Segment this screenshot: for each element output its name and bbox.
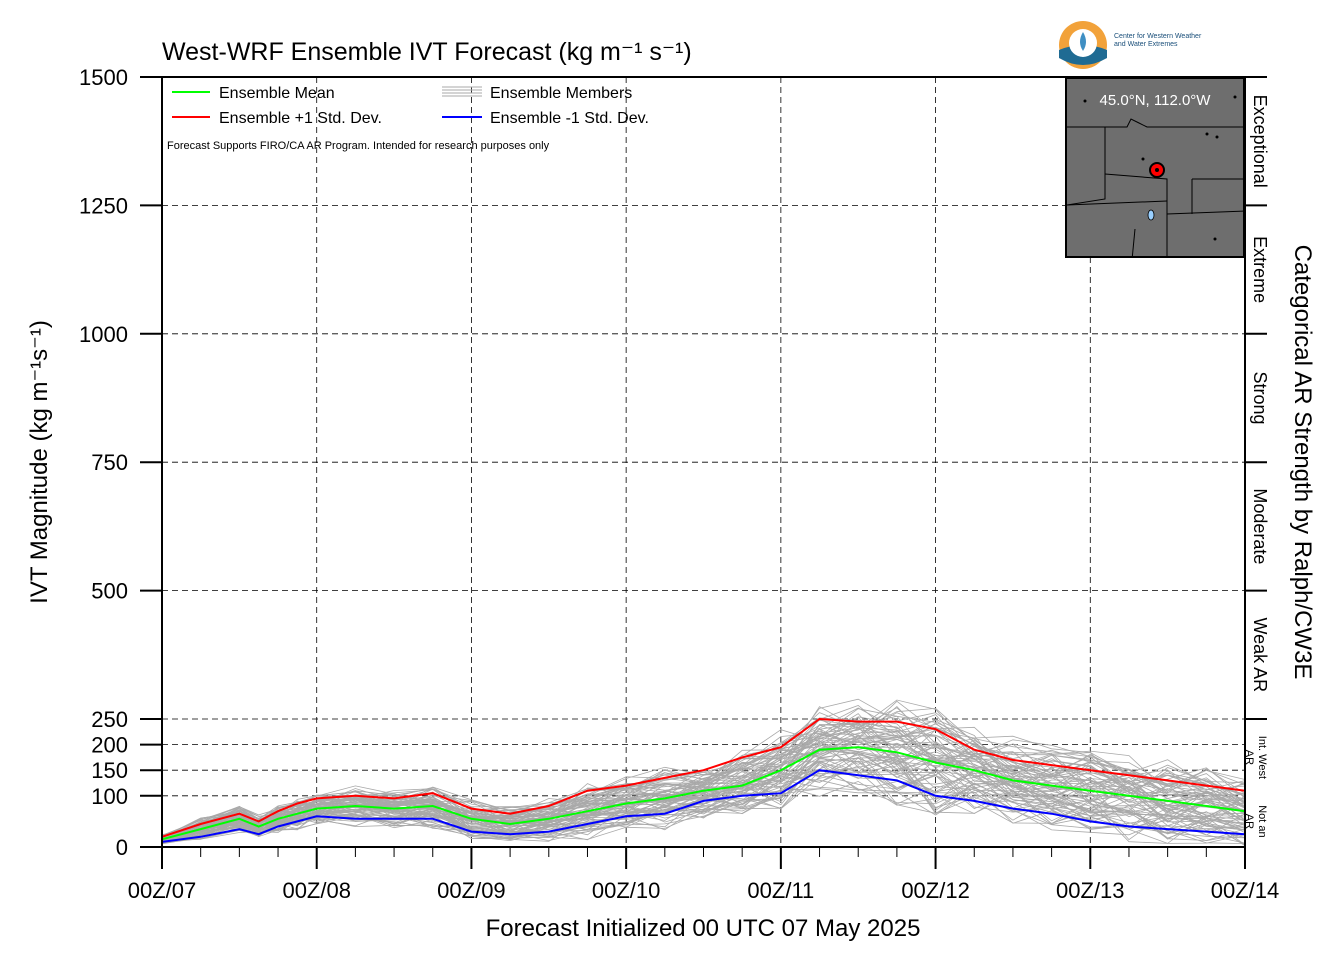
x-axis: 00Z/07 00Z/08 00Z/09 00Z/10 00Z/11 00Z/12 00Z/…: [128, 847, 1280, 903]
legend-label-plus: Ensemble +1 Std. Dev.: [219, 110, 382, 127]
legend: Ensemble Mean Ensemble +1 Std. Dev. Ense…: [167, 85, 649, 152]
y-tick-label: 1250: [79, 193, 128, 218]
legend-swatch-members: [442, 86, 482, 97]
inset-map-borders: [1067, 95, 1243, 256]
ensemble-member-line: [161, 765, 1246, 841]
chart-title: West-WRF Ensemble IVT Forecast (kg m⁻¹ s…: [162, 38, 692, 66]
x-tick-label: 00Z/09: [437, 878, 506, 903]
y-tick-label: 750: [91, 450, 128, 475]
category-label: Exceptional: [1250, 95, 1270, 188]
cw3e-logo: Center for Western Weather and Water Ext…: [1058, 18, 1248, 72]
x-tick-label: 00Z/12: [901, 878, 970, 903]
x-tick-label: 00Z/14: [1211, 878, 1280, 903]
category-label: AR: [1243, 750, 1255, 765]
inset-location-label: 45.0°N, 112.0°W: [1099, 92, 1211, 109]
category-label: AR: [1243, 814, 1255, 829]
legend-label-minus: Ensemble -1 Std. Dev.: [490, 110, 649, 127]
ensemble-member-line: [161, 748, 1246, 840]
right-axis-label: Categorical AR Strength by Ralph/CW3E: [1289, 245, 1316, 680]
x-tick-label: 00Z/11: [747, 878, 814, 903]
category-label: Weak AR: [1250, 617, 1270, 692]
category-label: Extreme: [1250, 236, 1270, 303]
ensemble-member-line: [161, 764, 1246, 841]
x-tick-label: 00Z/13: [1056, 878, 1125, 903]
legend-label-members: Ensemble Members: [490, 85, 632, 102]
ensemble-member-line: [161, 756, 1246, 841]
x-axis-label: Forecast Initialized 00 UTC 07 May 2025: [486, 915, 921, 942]
series-line-ensemble-1-std-dev-: [161, 769, 1246, 843]
category-label: Strong: [1250, 371, 1270, 424]
series-line-ensemble-mean: [161, 746, 1246, 841]
ensemble-member-line: [161, 728, 1246, 840]
y-tick-label: 1500: [79, 65, 128, 90]
location-inset-map: 45.0°N, 112.0°W: [1065, 77, 1245, 258]
ensemble-members: [161, 698, 1246, 846]
cw3e-logo-icon: [1059, 21, 1107, 69]
ensemble-member-line: [161, 723, 1246, 838]
x-tick-label: 00Z/10: [592, 878, 661, 903]
logo-text: Center for Western Weather and Water Ext…: [1114, 33, 1201, 49]
right-category-axis: Exceptional Extreme Strong Moderate Weak AR I…: [1243, 76, 1270, 847]
y-axis-label: IVT Magnitude (kg m⁻¹s⁻¹): [26, 320, 53, 604]
y-tick-label: 1000: [79, 322, 128, 347]
ensemble-member-line: [161, 712, 1246, 839]
x-tick-label: 00Z/07: [128, 878, 197, 903]
legend-label-mean: Ensemble Mean: [219, 85, 335, 102]
category-label: Not an: [1256, 805, 1268, 837]
series-lines: [161, 717, 1246, 843]
category-label: Moderate: [1250, 488, 1270, 564]
ensemble-member-line: [161, 722, 1246, 836]
ensemble-member-line: [161, 776, 1246, 841]
ensemble-member-line: [161, 698, 1246, 836]
y-tick-label: 100: [91, 784, 128, 809]
y-tick-label: 200: [91, 733, 128, 758]
logo-text-line-2: and Water Extremes: [1114, 41, 1178, 48]
research-note: Forecast Supports FIRO/CA AR Program. In…: [167, 140, 550, 152]
y-tick-label: 150: [91, 758, 128, 783]
ensemble-member-line: [161, 743, 1246, 842]
y-tick-label: 0: [116, 835, 128, 860]
ensemble-member-line: [161, 730, 1246, 839]
ensemble-member-line: [161, 715, 1246, 840]
ensemble-member-line: [161, 716, 1246, 841]
logo-text-line-1: Center for Western Weather: [1114, 33, 1202, 40]
x-tick-label: 00Z/08: [282, 878, 351, 903]
category-label: Int. West: [1256, 736, 1268, 779]
series-line-ensemble-1-std-dev-: [161, 717, 1246, 838]
y-tick-label: 250: [91, 707, 128, 732]
y-tick-label: 500: [91, 579, 128, 604]
